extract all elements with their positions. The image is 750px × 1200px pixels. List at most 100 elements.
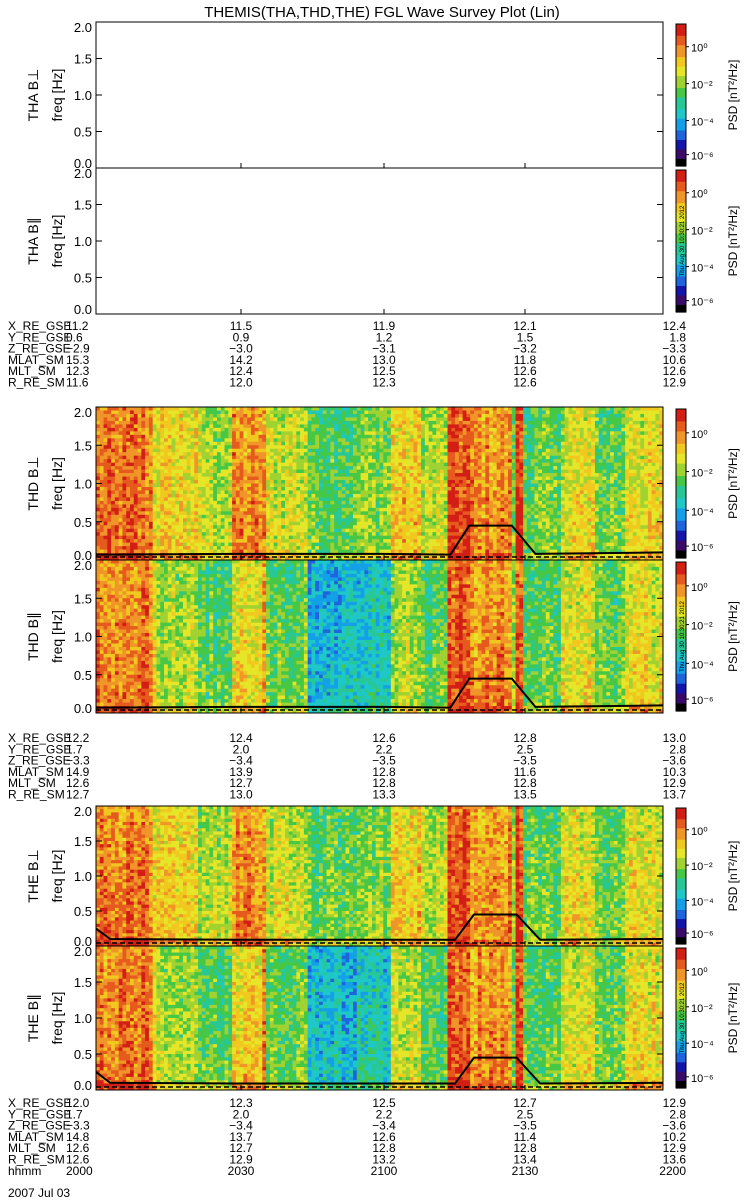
spectrogram-cell <box>436 542 441 547</box>
spectrogram-cell <box>322 462 328 467</box>
spectrogram-cell <box>322 497 328 502</box>
spectrogram-cell <box>111 542 116 547</box>
spectrogram-cell <box>141 413 146 418</box>
spectrogram-cell <box>96 410 101 415</box>
spectrogram-cell <box>205 424 210 429</box>
spectrogram-cell <box>107 448 112 453</box>
spectrogram-cell <box>269 455 275 460</box>
spectrogram-cell <box>145 473 150 478</box>
colorbar-segment <box>676 97 686 101</box>
spectrogram-cell <box>436 535 441 540</box>
spectrogram-cell <box>451 420 456 425</box>
spectrogram-cell <box>96 486 101 491</box>
spectrogram-cell <box>462 452 467 457</box>
spectrogram-cell <box>288 525 294 530</box>
spectrogram-cell <box>504 483 509 488</box>
spectrogram-cell <box>269 556 275 561</box>
spectrogram-cell <box>273 427 278 432</box>
spectrogram-cell <box>216 535 222 540</box>
spectrogram-cell <box>198 466 203 471</box>
spectrogram-cell <box>428 473 433 478</box>
spectrogram-cell <box>281 431 286 436</box>
spectrogram-cell <box>179 424 184 429</box>
spectrogram-cell <box>277 535 282 540</box>
spectrogram-cell <box>349 480 354 484</box>
spectrogram-cell <box>205 455 210 460</box>
spectrogram-cell <box>470 448 475 453</box>
spectrogram-cell <box>213 511 218 516</box>
spectrogram-cell <box>114 514 120 519</box>
spectrogram-cell <box>500 424 505 429</box>
spectrogram-cell <box>330 434 335 439</box>
spectrogram-cell <box>167 417 173 422</box>
spectrogram-cell <box>300 493 305 498</box>
spectrogram-cell <box>417 469 422 474</box>
spectrogram-cell <box>500 532 505 537</box>
spectrogram-cell <box>474 553 479 558</box>
spectrogram-cell <box>209 473 214 478</box>
spectrogram-cell <box>345 452 350 457</box>
spectrogram-cell <box>220 514 226 519</box>
spectrogram-cell <box>179 438 184 443</box>
spectrogram-cell <box>368 518 373 523</box>
spectrogram-cell <box>220 431 226 436</box>
spectrogram-cell <box>156 493 161 498</box>
spectrogram-cell <box>145 539 150 544</box>
spectrogram-cell <box>269 535 275 540</box>
spectrogram-cell <box>307 431 312 436</box>
spectrogram-cell <box>179 445 184 450</box>
spectrogram-cell <box>368 507 373 512</box>
spectrogram-cell <box>421 407 426 411</box>
spectrogram-cell <box>371 459 377 464</box>
spectrogram-cell <box>436 469 441 474</box>
spectrogram-cell <box>379 427 384 432</box>
spectrogram-cell <box>421 469 426 474</box>
spectrogram-cell <box>474 459 479 464</box>
spectrogram-cell <box>152 469 157 474</box>
spectrogram-cell <box>122 424 127 429</box>
spectrogram-cell <box>96 480 101 484</box>
spectrogram-cell <box>398 459 403 464</box>
spectrogram-cell <box>296 431 301 436</box>
spectrogram-cell <box>235 417 241 422</box>
spectrogram-cell <box>114 424 120 429</box>
spectrogram-cell <box>186 417 191 422</box>
spectrogram-cell <box>300 413 305 418</box>
spectrogram-cell <box>258 473 263 478</box>
spectrogram-cell <box>285 532 290 537</box>
spectrogram-cell <box>334 410 339 415</box>
spectrogram-cell <box>258 504 263 509</box>
spectrogram-cell <box>405 413 411 418</box>
panel-yunit: freq [Hz] <box>49 215 65 268</box>
spectrogram-cell <box>387 469 392 474</box>
spectrogram-cell <box>175 514 180 519</box>
spectrogram-cell <box>99 466 105 471</box>
spectrogram-cell <box>496 427 501 432</box>
spectrogram-cell <box>99 407 105 411</box>
spectrogram-cell <box>281 504 286 509</box>
spectrogram-cell <box>277 539 282 544</box>
spectrogram-cell <box>428 546 433 551</box>
spectrogram-cell <box>262 427 267 432</box>
spectrogram-cell <box>228 476 233 481</box>
spectrogram-cell <box>175 518 180 523</box>
spectrogram-cell <box>326 420 331 425</box>
spectrogram-cell <box>334 438 339 443</box>
spectrogram-cell <box>315 500 320 505</box>
spectrogram-cell <box>152 462 157 467</box>
spectrogram-cell <box>394 466 399 471</box>
spectrogram-cell <box>432 448 437 453</box>
spectrogram-cell <box>409 514 415 519</box>
spectrogram-cell <box>398 476 403 481</box>
spectrogram-cell <box>288 549 294 554</box>
spectrogram-cell <box>300 445 305 450</box>
spectrogram-cell <box>443 462 449 467</box>
spectrogram-cell <box>322 448 328 453</box>
spectrogram-cell <box>300 410 305 415</box>
spectrogram-cell <box>455 452 460 457</box>
spectrogram-cell <box>322 493 328 498</box>
spectrogram-cell <box>496 532 501 537</box>
spectrogram-cell <box>356 417 362 422</box>
spectrogram-cell <box>402 413 407 418</box>
